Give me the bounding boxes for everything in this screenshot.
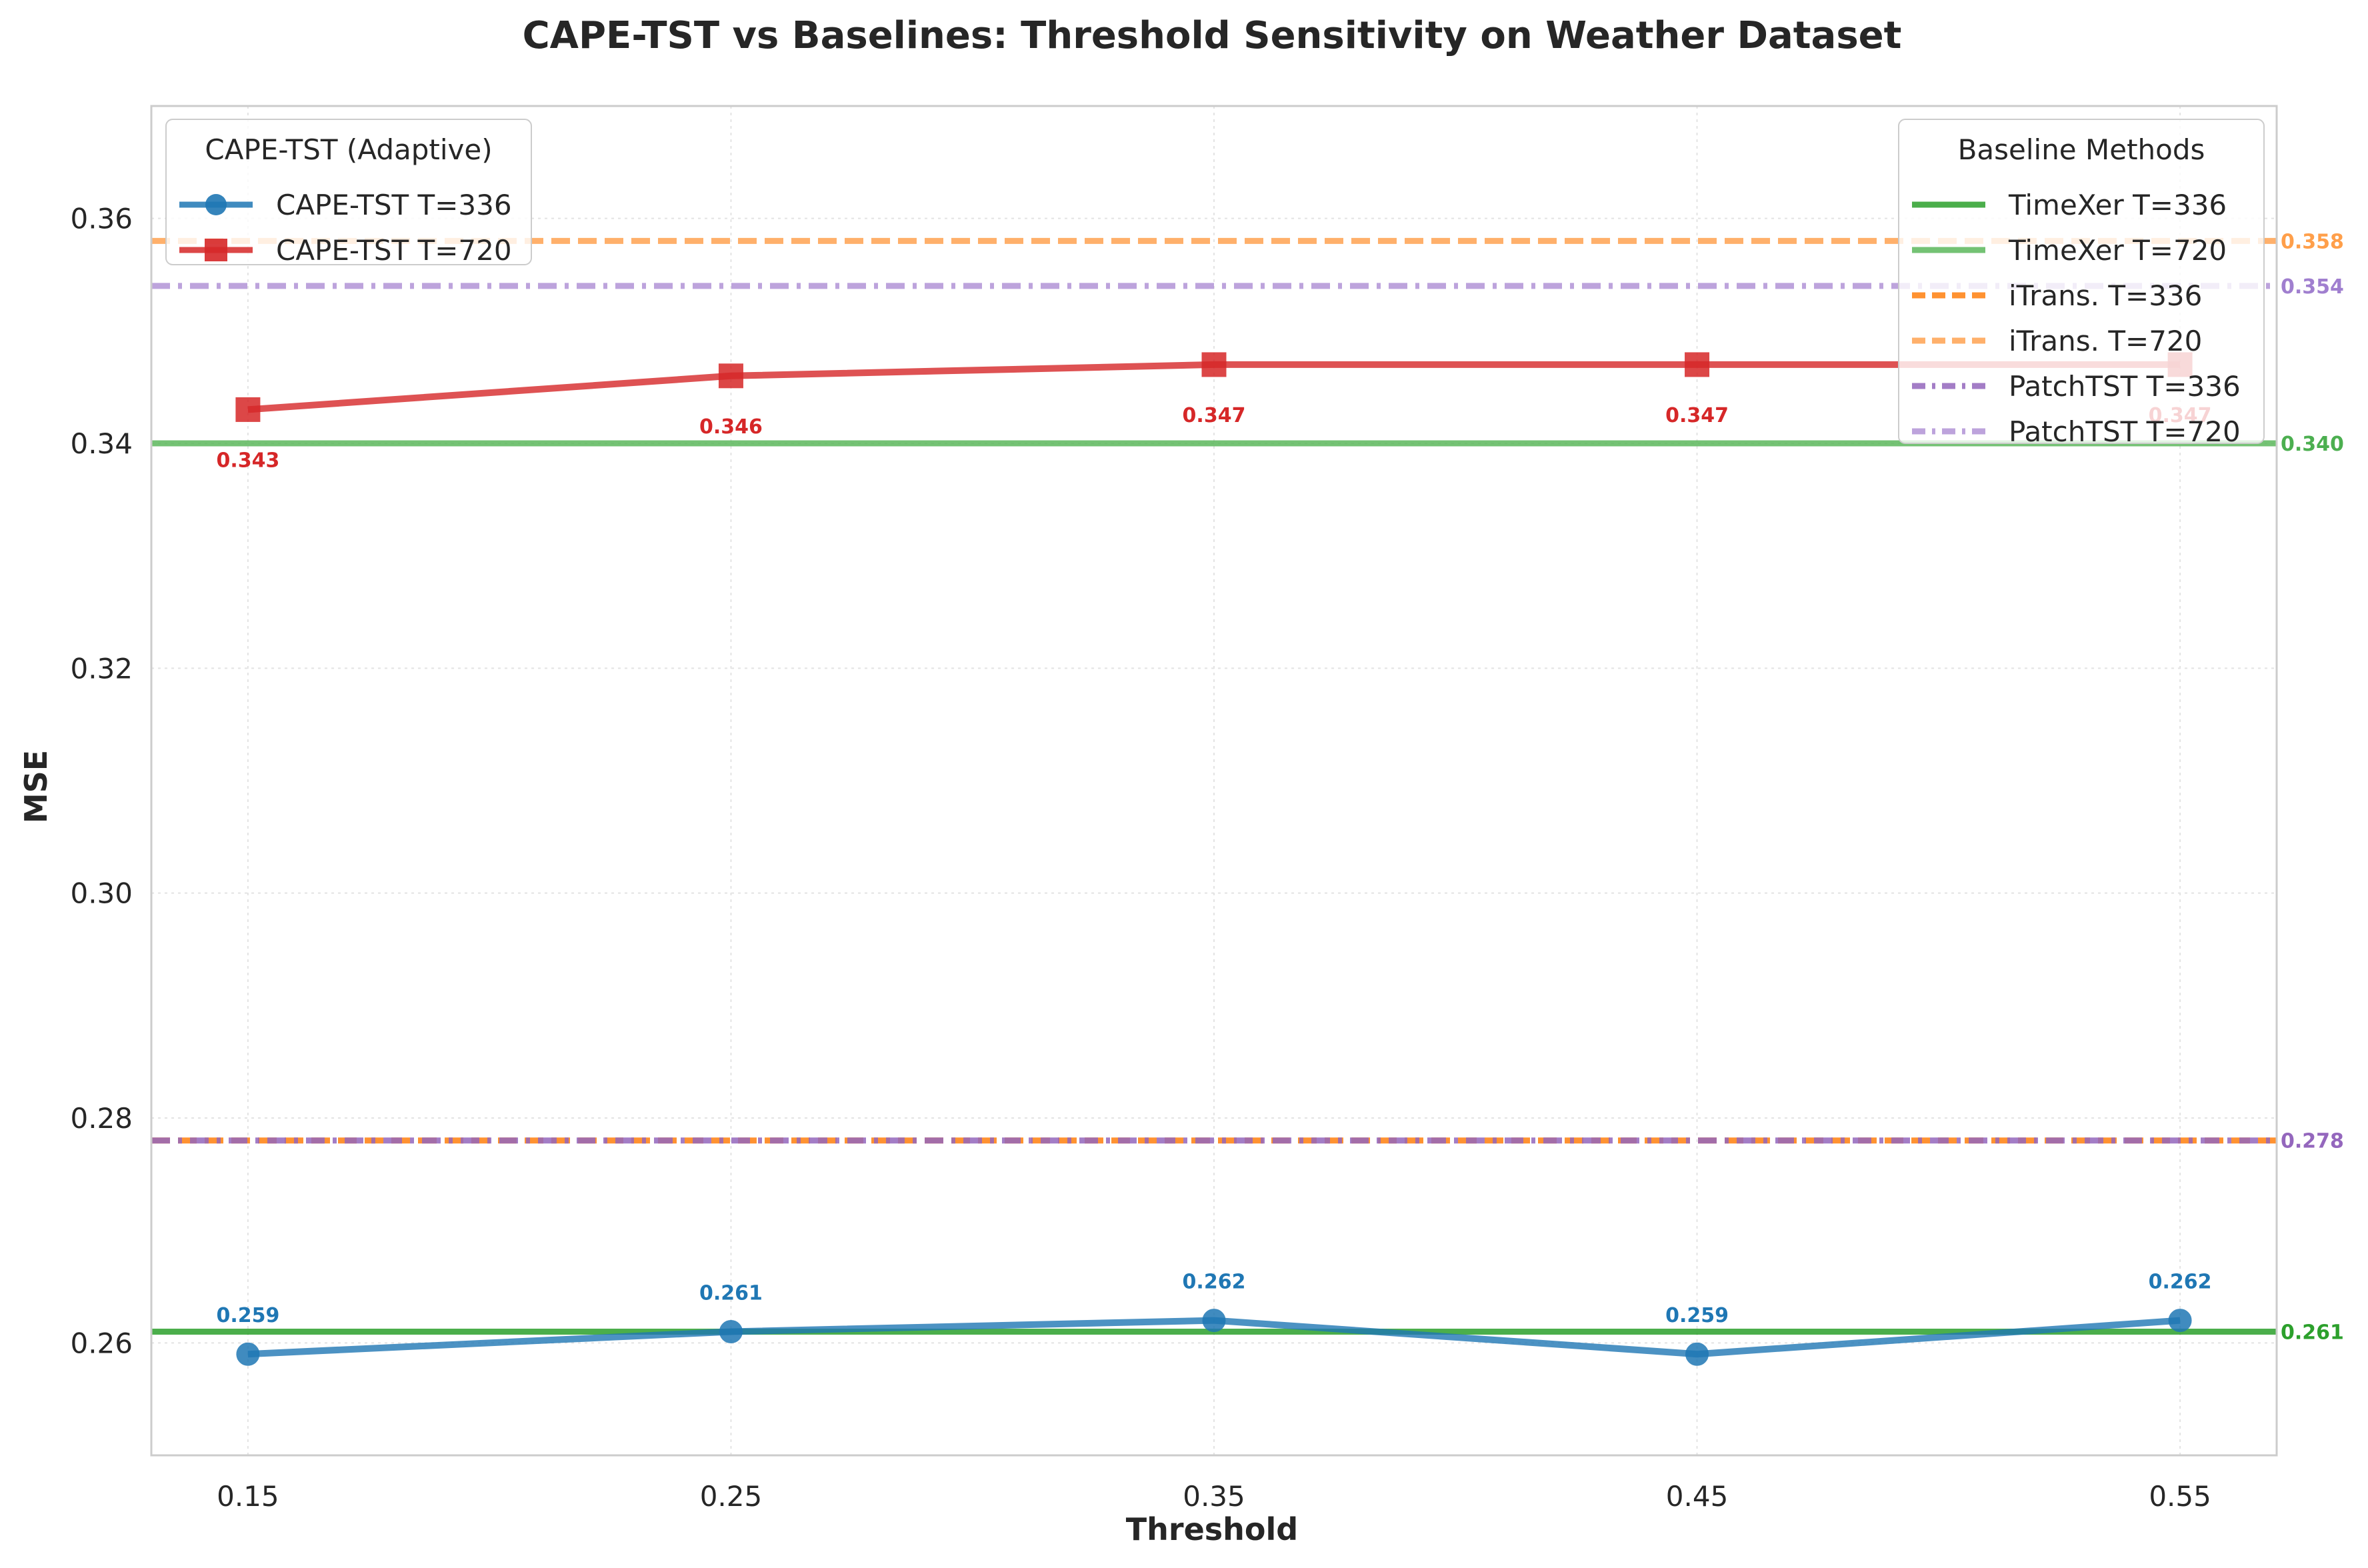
x-tick-label: 0.45 [1666,1480,1729,1513]
data-label: 0.262 [2149,1271,2212,1294]
legend-entry-label: CAPE-TST T=720 [276,234,512,267]
y-tick-label: 0.32 [70,652,133,685]
series-lines [235,352,2193,1366]
data-point-marker [1685,1342,1709,1366]
data-label: 0.347 [1665,404,1729,427]
data-label: 0.343 [216,449,279,472]
legend-cape-tst: CAPE-TST (Adaptive) CAPE-TST T=336 CAPE-TS… [165,119,532,267]
chart-title: CAPE-TST vs Baselines: Threshold Sensiti… [523,14,1902,57]
data-point-marker [719,1319,743,1343]
data-point-marker [1201,352,1227,377]
baseline-end-label: 0.354 [2281,275,2344,299]
legend-entry-label: TimeXer T=336 [2008,189,2227,221]
legend-baselines: Baseline Methods TimeXer T=336 TimeXer T=7… [1898,119,2265,448]
plot-frame [150,105,2278,1457]
y-tick-label: 0.30 [70,877,133,910]
y-tick-label: 0.28 [70,1102,133,1135]
baseline-end-label: 0.278 [2281,1130,2344,1153]
x-tick-label: 0.55 [2149,1480,2211,1513]
data-point-marker [1685,352,1710,377]
baseline-end-label: 0.261 [2281,1321,2344,1344]
data-label: 0.346 [699,415,763,439]
x-axis-label: Threshold [1126,1511,1298,1547]
data-label: 0.261 [699,1281,763,1305]
legend-entry-label: PatchTST T=336 [2009,370,2241,403]
legend-entry-label: iTrans. T=336 [2009,279,2202,312]
x-tick-label: 0.25 [700,1480,763,1513]
legend-marker [205,194,227,215]
legend-title: Baseline Methods [1958,133,2205,166]
data-label: 0.259 [216,1304,279,1327]
data-point-marker [718,363,743,389]
baseline-end-label: 0.340 [2281,433,2344,456]
baseline-end-label: 0.358 [2281,230,2344,253]
legend-entry-label: TimeXer T=720 [2008,234,2227,267]
legend-box [165,119,532,265]
x-tick-label: 0.15 [217,1480,279,1513]
legend-title: CAPE-TST (Adaptive) [205,133,492,166]
legend-marker [205,239,227,261]
data-point-marker [1202,1309,1226,1333]
data-label: 0.347 [1183,404,1246,427]
data-label: 0.259 [1665,1304,1729,1327]
data-point-marker [236,1342,260,1366]
legend-entry-label: iTrans. T=720 [2009,325,2202,357]
legend-box [1898,119,2265,444]
y-tick-label: 0.26 [70,1327,133,1359]
legend-entry-label: PatchTST T=720 [2009,415,2241,448]
y-tick-label: 0.36 [70,203,133,235]
legend-entry-label: CAPE-TST T=336 [276,189,512,221]
data-point-marker [2168,1309,2192,1333]
y-tick-label: 0.34 [70,427,133,460]
y-axis-label: MSE [18,750,54,823]
data-label: 0.262 [1183,1271,1246,1294]
data-point-marker [235,397,261,422]
axes: 0.26 0.28 0.30 0.32 0.34 0.36 0.15 0.25 0.35 0.45… [70,105,2278,1513]
x-tick-label: 0.35 [1183,1480,1245,1513]
